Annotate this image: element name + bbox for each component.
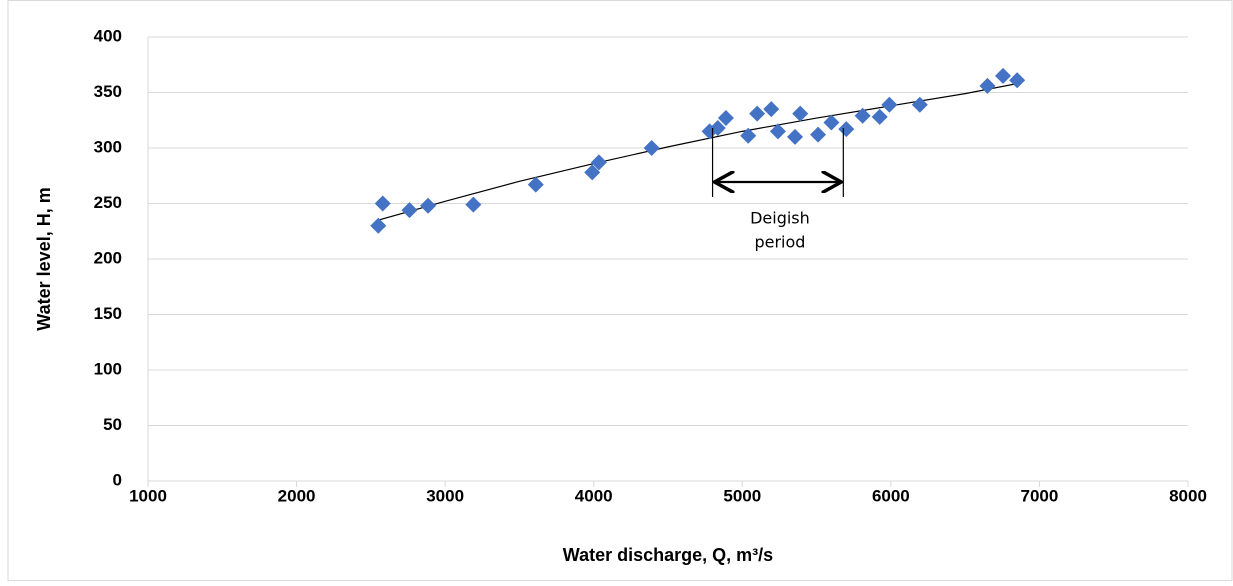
data-point	[995, 67, 1012, 84]
y-tick-label: 250	[94, 193, 122, 212]
data-point	[838, 121, 855, 138]
data-point	[881, 96, 898, 113]
y-tick-label: 100	[94, 359, 122, 378]
data-point	[763, 101, 780, 118]
y-axis-title: Water level, H, m	[34, 187, 54, 330]
x-tick-label: 1000	[129, 486, 167, 505]
data-point	[717, 110, 734, 127]
x-axis-title: Water discharge, Q, m³/s	[563, 545, 773, 565]
data-point	[792, 105, 809, 122]
x-tick-label: 8000	[1169, 486, 1207, 505]
data-point	[911, 96, 928, 113]
data-point	[979, 77, 996, 94]
chart-frame	[7, 0, 1233, 581]
x-tick-label: 2000	[278, 486, 316, 505]
data-point	[643, 140, 660, 156]
x-tick-label: 3000	[426, 486, 464, 505]
data-point	[769, 123, 786, 140]
data-point	[527, 176, 544, 193]
x-tick-label: 4000	[575, 486, 613, 505]
y-tick-label: 300	[94, 137, 122, 156]
data-point	[854, 107, 871, 124]
x-tick-label: 6000	[872, 486, 910, 505]
data-point	[374, 195, 391, 212]
data-point	[871, 108, 888, 125]
x-tick-label: 5000	[723, 486, 761, 505]
y-tick-label: 200	[94, 248, 122, 267]
data-point	[1009, 72, 1026, 89]
y-tick-label: 350	[94, 82, 122, 101]
data-point	[401, 202, 418, 219]
y-tick-label: 0	[113, 470, 122, 489]
data-point	[590, 154, 607, 171]
data-point	[749, 105, 766, 122]
data-point	[810, 126, 827, 143]
data-point	[420, 197, 437, 214]
data-point	[709, 120, 726, 137]
data-point	[740, 127, 757, 144]
y-tick-label: 50	[103, 415, 122, 434]
annotation-text: period	[754, 233, 805, 252]
annotation-text: Deigish	[750, 209, 810, 228]
y-tick-label: 150	[94, 304, 122, 323]
data-point	[584, 164, 601, 181]
data-point	[701, 123, 718, 140]
y-tick-label: 400	[94, 26, 122, 45]
data-point	[370, 217, 387, 234]
x-tick-label: 7000	[1021, 486, 1059, 505]
trendline	[378, 83, 1018, 221]
data-point	[823, 114, 840, 131]
data-point	[465, 196, 482, 213]
data-point	[787, 128, 804, 145]
